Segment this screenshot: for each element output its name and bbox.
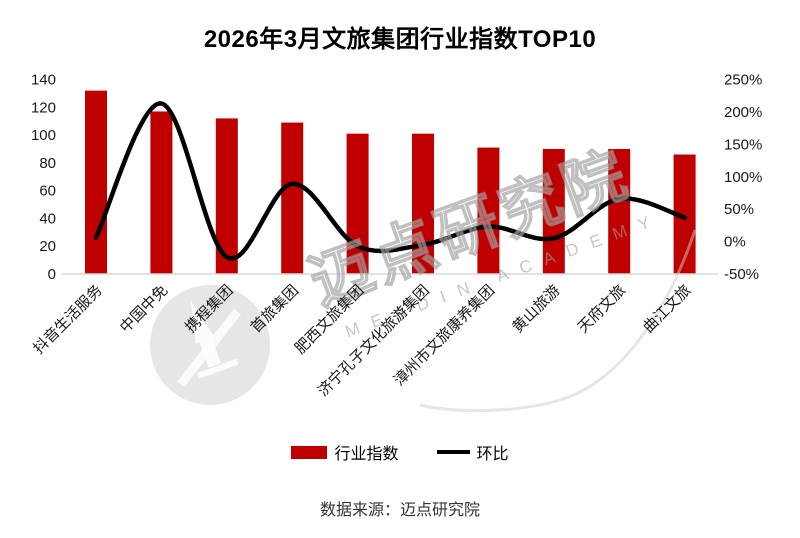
industry-index-bar bbox=[608, 148, 631, 274]
industry-index-bar bbox=[281, 122, 304, 274]
chart-title: 2026年3月文旅集团行业指数TOP10 bbox=[203, 26, 597, 53]
watermark-tower-icon bbox=[190, 300, 215, 344]
watermark-tower-icon bbox=[196, 358, 239, 379]
left-axis-tick-label: 40 bbox=[39, 210, 56, 227]
legend-bar-label: 行业指数 bbox=[334, 446, 399, 463]
industry-index-bar bbox=[215, 118, 238, 275]
industry-index-bar bbox=[85, 90, 107, 274]
left-axis-tick-label: 140 bbox=[31, 72, 56, 89]
watermark-swoosh bbox=[177, 308, 241, 388]
data-source-note: 数据来源：迈点研究院 bbox=[319, 502, 480, 519]
category-label: 抖音生活服务 bbox=[30, 282, 106, 358]
right-axis-tick-label: 250% bbox=[724, 72, 762, 89]
legend-line-swatch bbox=[436, 450, 470, 454]
industry-index-bar bbox=[150, 111, 173, 274]
right-axis-tick-label: 200% bbox=[724, 104, 762, 121]
left-axis-tick-label: 0 bbox=[48, 266, 56, 283]
industry-index-bar bbox=[542, 148, 565, 274]
right-axis-tick-label: -50% bbox=[724, 266, 759, 283]
category-label: 天府文旅 bbox=[575, 282, 629, 336]
right-axis-tick-label: 50% bbox=[724, 201, 754, 218]
left-axis-tick-label: 20 bbox=[39, 238, 56, 255]
category-label: 曲江文旅 bbox=[640, 282, 694, 336]
legend-item-mom: 环比 bbox=[436, 440, 509, 464]
left-axis-tick-label: 60 bbox=[39, 183, 56, 200]
left-axis-tick-label: 120 bbox=[31, 99, 56, 116]
left-axis-tick-label: 100 bbox=[31, 127, 56, 144]
right-axis-tick-label: 0% bbox=[724, 234, 746, 251]
legend-line-label: 环比 bbox=[476, 446, 509, 463]
legend-item-industry-index: 行业指数 bbox=[291, 440, 399, 464]
legend: 行业指数 环比 bbox=[0, 440, 800, 464]
left-axis-tick-label: 80 bbox=[39, 155, 56, 172]
right-axis-tick-label: 150% bbox=[724, 136, 762, 153]
mom-line bbox=[93, 101, 687, 261]
category-label: 黄山旅游 bbox=[509, 282, 563, 336]
watermark-arc bbox=[419, 229, 697, 413]
right-axis-tick-label: 100% bbox=[724, 169, 762, 186]
industry-index-bar bbox=[412, 133, 434, 274]
legend-bar-swatch bbox=[291, 445, 328, 459]
industry-index-bar bbox=[346, 133, 369, 274]
industry-index-bar bbox=[477, 147, 500, 274]
